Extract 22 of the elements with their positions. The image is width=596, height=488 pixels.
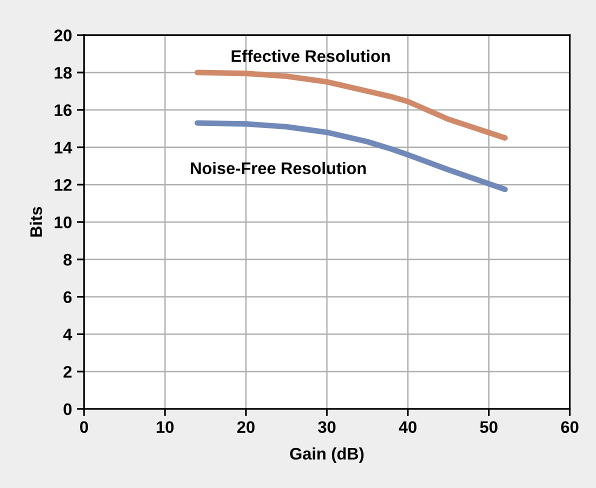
y-tick-label: 0 [64, 403, 72, 416]
y-tick-label: 12 [54, 179, 72, 191]
y-tick-label: 16 [54, 104, 72, 116]
y-tick-label: 2 [64, 366, 72, 378]
x-tick-label: 10 [156, 421, 174, 433]
x-tick-label: 40 [398, 421, 416, 433]
series-label: Effective Resolution [232, 50, 390, 62]
x-tick-label: 50 [480, 421, 498, 433]
y-tick-label: 4 [63, 328, 72, 340]
x-tick-label: 30 [318, 421, 336, 434]
y-axis-title: Bits [30, 206, 42, 237]
series-label: Noise-Free Resolution [191, 162, 366, 174]
x-tick-label: 60 [561, 421, 578, 433]
y-tick-label: 10 [54, 216, 72, 228]
y-tick-label: 8 [63, 254, 72, 266]
x-tick-label: 0 [80, 421, 88, 433]
x-tick-label: 20 [237, 421, 255, 433]
y-tick-label: 20 [54, 30, 72, 42]
x-axis-title: Gain (dB) [290, 447, 364, 463]
y-tick-label: 6 [64, 291, 72, 304]
y-tick-label: 14 [54, 142, 72, 154]
y-tick-label: 18 [54, 66, 72, 79]
